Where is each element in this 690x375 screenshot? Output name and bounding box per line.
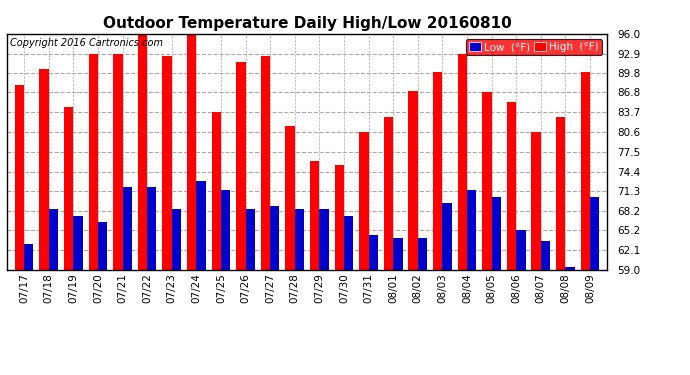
Bar [417, 238, 427, 375]
Bar [261, 56, 270, 375]
Bar [73, 216, 83, 375]
Bar [590, 196, 600, 375]
Text: Copyright 2016 Cartronics.com: Copyright 2016 Cartronics.com [10, 39, 163, 48]
Bar [123, 187, 132, 375]
Bar [442, 203, 452, 375]
Bar [433, 72, 442, 375]
Bar [49, 209, 58, 375]
Bar [212, 112, 221, 375]
Bar [98, 222, 107, 375]
Bar [482, 93, 491, 375]
Bar [344, 216, 353, 375]
Bar [457, 54, 467, 375]
Bar [319, 209, 328, 375]
Bar [138, 34, 147, 375]
Bar [270, 206, 279, 375]
Bar [467, 190, 476, 375]
Bar [39, 69, 49, 375]
Bar [162, 56, 172, 375]
Bar [580, 72, 590, 375]
Bar [221, 190, 230, 375]
Bar [113, 54, 123, 375]
Bar [187, 35, 197, 375]
Bar [236, 63, 246, 375]
Bar [88, 54, 98, 375]
Bar [64, 107, 73, 375]
Bar [368, 235, 378, 375]
Bar [556, 117, 565, 375]
Legend: Low  (°F), High  (°F): Low (°F), High (°F) [466, 39, 602, 55]
Bar [310, 162, 319, 375]
Bar [384, 117, 393, 375]
Bar [541, 241, 550, 375]
Bar [507, 102, 516, 375]
Bar [172, 209, 181, 375]
Bar [516, 230, 526, 375]
Bar [286, 126, 295, 375]
Title: Outdoor Temperature Daily High/Low 20160810: Outdoor Temperature Daily High/Low 20160… [103, 16, 511, 31]
Bar [147, 187, 157, 375]
Bar [197, 181, 206, 375]
Bar [295, 209, 304, 375]
Bar [393, 238, 402, 375]
Bar [14, 85, 24, 375]
Bar [408, 91, 417, 375]
Bar [335, 165, 344, 375]
Bar [531, 132, 541, 375]
Bar [24, 244, 34, 375]
Bar [491, 196, 501, 375]
Bar [246, 209, 255, 375]
Bar [565, 267, 575, 375]
Bar [359, 132, 368, 375]
